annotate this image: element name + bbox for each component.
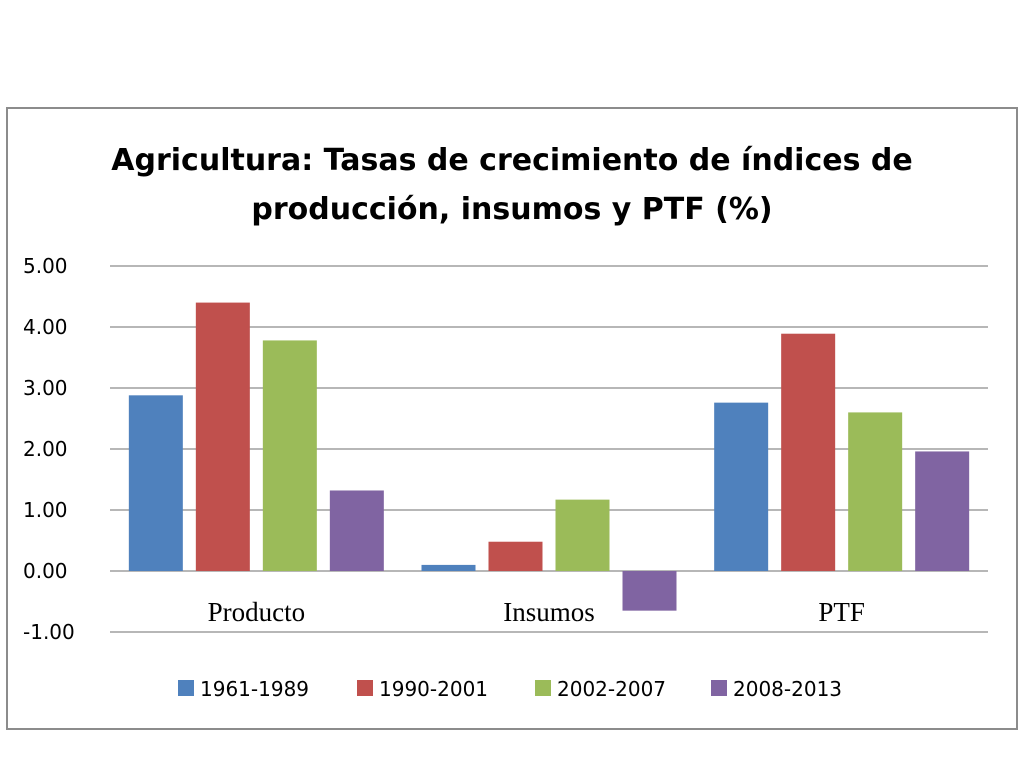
bar-ptf-2008-2013 [915, 451, 970, 571]
bar-insumos-2002-2007 [555, 499, 610, 571]
bars [128, 302, 970, 611]
bar-producto-1961-1989 [128, 395, 183, 571]
bar-producto-2002-2007 [262, 340, 317, 571]
y-tick-label: -1.00 [23, 620, 75, 644]
legend-label-2002-2007: 2002-2007 [557, 677, 666, 701]
legend-label-2008-2013: 2008-2013 [733, 677, 842, 701]
legend-swatch-2008-2013 [711, 680, 727, 696]
y-axis-ticks: 5.00 4.00 3.00 2.00 1.00 0.00 -1.00 [23, 254, 75, 644]
legend: 1961-1989 1990-2001 2002-2007 2008-2013 [178, 677, 842, 701]
bar-producto-1990-2001 [195, 302, 250, 571]
category-labels: Producto Insumos PTF [208, 597, 865, 627]
chart-title-line-1: Agricultura: Tasas de crecimiento de índ… [111, 143, 912, 178]
y-tick-label: 3.00 [23, 376, 68, 400]
legend-swatch-1990-2001 [357, 680, 373, 696]
y-tick-label: 5.00 [23, 254, 68, 278]
legend-label-1961-1989: 1961-1989 [200, 677, 309, 701]
legend-swatch-2002-2007 [535, 680, 551, 696]
bar-ptf-1990-2001 [781, 333, 836, 571]
category-label-insumos: Insumos [503, 597, 595, 627]
y-tick-label: 4.00 [23, 315, 68, 339]
y-tick-label: 2.00 [23, 437, 68, 461]
legend-label-1990-2001: 1990-2001 [379, 677, 488, 701]
bar-insumos-1990-2001 [488, 541, 543, 571]
y-tick-label: 0.00 [23, 559, 68, 583]
bar-producto-2008-2013 [329, 490, 384, 571]
bar-insumos-1961-1989 [421, 564, 476, 571]
bar-ptf-2002-2007 [848, 412, 903, 571]
bar-chart: Agricultura: Tasas de crecimiento de índ… [23, 143, 988, 701]
bar-insumos-2008-2013 [622, 571, 677, 611]
category-label-producto: Producto [208, 597, 306, 627]
chart-title-line-2: producción, insumos y PTF (%) [251, 192, 772, 227]
bar-ptf-1961-1989 [714, 402, 769, 571]
gridlines [110, 265, 988, 633]
chart-frame: Agricultura: Tasas de crecimiento de índ… [6, 107, 1018, 730]
legend-swatch-1961-1989 [178, 680, 194, 696]
y-tick-label: 1.00 [23, 498, 68, 522]
category-label-ptf: PTF [818, 597, 865, 627]
